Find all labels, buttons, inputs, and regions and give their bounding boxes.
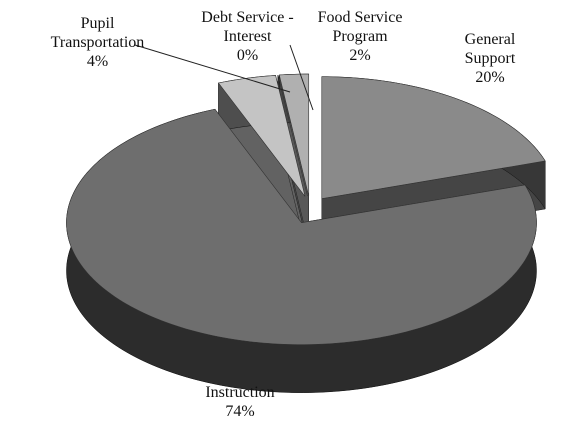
label-name: Food Service Program [317, 9, 403, 45]
data-label: Instruction 74% [185, 383, 295, 421]
label-value: 0% [236, 47, 259, 64]
leader-line [289, 44, 314, 111]
slice [66, 108, 537, 345]
label-value: 20% [475, 69, 505, 86]
slice [321, 76, 546, 200]
slice [278, 73, 310, 197]
data-label: Debt Service - Interest 0% [190, 8, 305, 65]
slice-tops [66, 73, 546, 345]
label-value: 74% [225, 403, 255, 420]
label-name: Debt Service - Interest [201, 9, 294, 45]
slice [217, 75, 306, 197]
data-label: Pupil Transportation 4% [45, 14, 150, 71]
label-value: 4% [86, 53, 109, 70]
leader-line [134, 44, 291, 93]
label-name: Instruction [205, 384, 275, 401]
data-label: General Support 20% [440, 30, 540, 87]
data-label: Food Service Program 2% [310, 8, 410, 65]
label-name: Pupil Transportation [50, 15, 145, 51]
label-value: 2% [349, 47, 371, 64]
label-name: General Support [464, 31, 516, 67]
